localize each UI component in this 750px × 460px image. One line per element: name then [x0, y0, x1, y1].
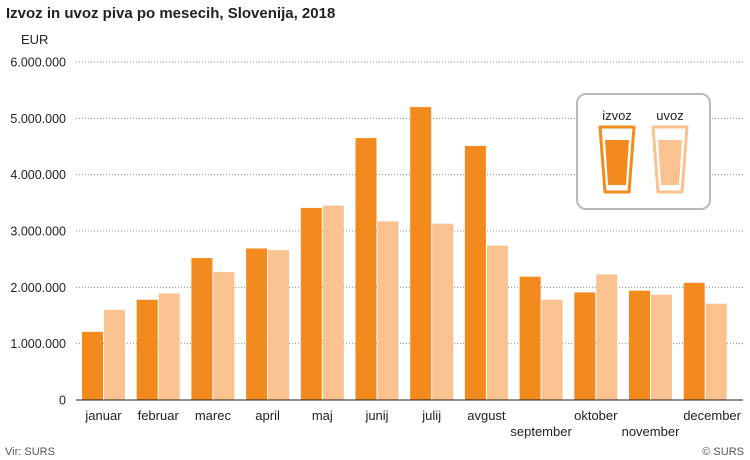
x-tick-label-julij: julij	[421, 408, 441, 423]
legend-box	[576, 93, 711, 210]
x-tick-label-november: november	[622, 424, 680, 439]
x-axis-labels: januar februar marec april maj junij julij avgu…	[84, 408, 741, 439]
x-tick-label-avgust: avgust	[467, 408, 506, 423]
bar-uvoz-julij	[432, 223, 454, 400]
y-tick-label: 5.000.000	[10, 112, 66, 126]
bar-uvoz-december	[705, 303, 727, 400]
x-tick-label-junij: junij	[364, 408, 388, 423]
bar-uvoz-april	[268, 250, 290, 400]
x-tick-label-maj: maj	[312, 408, 333, 423]
y-tick-label: 0	[59, 394, 66, 408]
x-tick-label-februar: februar	[138, 408, 180, 423]
copyright-note: © SURS	[702, 446, 744, 458]
bar-izvoz-april	[246, 248, 268, 400]
x-tick-label-marec: marec	[195, 408, 232, 423]
bar-uvoz-avgust	[486, 245, 508, 400]
bar-uvoz-november	[651, 294, 672, 400]
bar-izvoz-november	[629, 290, 650, 400]
beer-glass-izvoz-icon	[598, 125, 636, 194]
bar-uvoz-januar	[104, 309, 125, 400]
x-tick-label-september: september	[510, 424, 572, 439]
beer-glass-uvoz-icon	[651, 125, 689, 194]
bar-izvoz-julij	[410, 107, 432, 401]
y-tick-label: 6.000.000	[10, 56, 66, 70]
y-axis-ticks: 0 1.000.000 2.000.000 3.000.000 4.000.000 5.0…	[10, 56, 66, 408]
y-axis-unit: EUR	[21, 32, 48, 47]
bar-izvoz-september	[519, 276, 541, 400]
y-tick-label: 3.000.000	[10, 225, 66, 239]
x-tick-label-april: april	[255, 408, 280, 423]
legend: izvoz uvoz	[576, 93, 711, 210]
bar-izvoz-oktober	[574, 292, 596, 400]
bar-uvoz-februar	[158, 293, 180, 400]
bar-uvoz-september	[541, 299, 563, 400]
bar-izvoz-avgust	[464, 145, 486, 400]
bar-uvoz-junij	[377, 221, 399, 400]
source-note: Vir: SURS	[5, 446, 55, 458]
bar-uvoz-marec	[213, 272, 235, 400]
bar-izvoz-marec	[191, 258, 213, 400]
bar-izvoz-december	[683, 282, 705, 400]
x-tick-label-januar: januar	[84, 408, 122, 423]
bar-izvoz-februar	[136, 299, 158, 400]
bar-izvoz-maj	[300, 207, 322, 400]
bar-uvoz-maj	[322, 205, 344, 400]
y-tick-label: 4.000.000	[10, 168, 66, 182]
chart-title: Izvoz in uvoz piva po mesecih, Slovenija…	[6, 5, 335, 22]
legend-label-izvoz: izvoz	[602, 108, 632, 123]
bars	[82, 107, 727, 401]
x-tick-label-oktober: oktober	[574, 408, 618, 423]
y-tick-label: 2.000.000	[10, 281, 66, 295]
bar-izvoz-januar	[82, 331, 103, 400]
bar-uvoz-oktober	[596, 274, 618, 400]
legend-label-uvoz: uvoz	[656, 108, 683, 123]
bar-izvoz-junij	[355, 138, 377, 401]
y-tick-label: 1.000.000	[10, 337, 66, 351]
x-tick-label-december: december	[683, 408, 741, 423]
